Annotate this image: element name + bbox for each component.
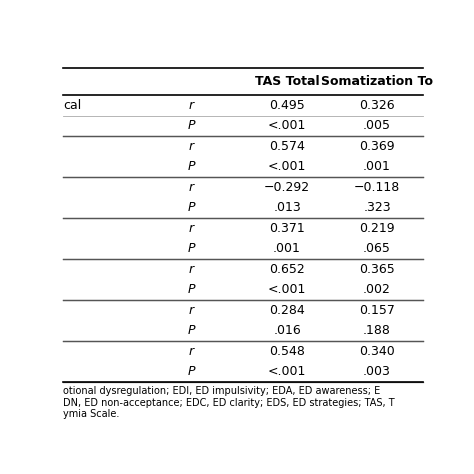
Text: r: r	[189, 181, 194, 194]
Text: 0.371: 0.371	[269, 222, 305, 235]
Text: 0.574: 0.574	[269, 140, 305, 153]
Text: TAS Total: TAS Total	[255, 75, 319, 88]
Text: r: r	[189, 263, 194, 276]
Text: 0.548: 0.548	[269, 345, 305, 357]
Text: .002: .002	[363, 283, 391, 296]
Text: P: P	[188, 324, 195, 337]
Text: 0.326: 0.326	[359, 99, 395, 112]
Text: .005: .005	[363, 119, 391, 132]
Text: P: P	[188, 365, 195, 378]
Text: .323: .323	[363, 201, 391, 214]
Text: P: P	[188, 201, 195, 214]
Text: P: P	[188, 283, 195, 296]
Text: .016: .016	[273, 324, 301, 337]
Text: .065: .065	[363, 242, 391, 255]
Text: <.001: <.001	[268, 283, 306, 296]
Text: 0.652: 0.652	[269, 263, 305, 276]
Text: r: r	[189, 99, 194, 112]
Text: <.001: <.001	[268, 119, 306, 132]
Text: .013: .013	[273, 201, 301, 214]
Text: <.001: <.001	[268, 365, 306, 378]
Text: .001: .001	[363, 160, 391, 173]
Text: Somatization To: Somatization To	[321, 75, 433, 88]
Text: P: P	[188, 119, 195, 132]
Text: .188: .188	[363, 324, 391, 337]
Text: P: P	[188, 242, 195, 255]
Text: −0.292: −0.292	[264, 181, 310, 194]
Text: .001: .001	[273, 242, 301, 255]
Text: 0.284: 0.284	[269, 303, 305, 317]
Text: cal: cal	[63, 99, 81, 112]
Text: r: r	[189, 222, 194, 235]
Text: DN, ED non-acceptance; EDC, ED clarity; EDS, ED strategies; TAS, T: DN, ED non-acceptance; EDC, ED clarity; …	[63, 398, 394, 408]
Text: r: r	[189, 140, 194, 153]
Text: <.001: <.001	[268, 160, 306, 173]
Text: 0.157: 0.157	[359, 303, 395, 317]
Text: 0.219: 0.219	[359, 222, 395, 235]
Text: 0.340: 0.340	[359, 345, 395, 357]
Text: 0.369: 0.369	[359, 140, 395, 153]
Text: otional dysregulation; EDI, ED impulsivity; EDA, ED awareness; E: otional dysregulation; EDI, ED impulsivi…	[63, 386, 380, 396]
Text: 0.495: 0.495	[269, 99, 305, 112]
Text: r: r	[189, 303, 194, 317]
Text: P: P	[188, 160, 195, 173]
Text: .003: .003	[363, 365, 391, 378]
Text: ymia Scale.: ymia Scale.	[63, 410, 119, 419]
Text: −0.118: −0.118	[354, 181, 400, 194]
Text: r: r	[189, 345, 194, 357]
Text: 0.365: 0.365	[359, 263, 395, 276]
